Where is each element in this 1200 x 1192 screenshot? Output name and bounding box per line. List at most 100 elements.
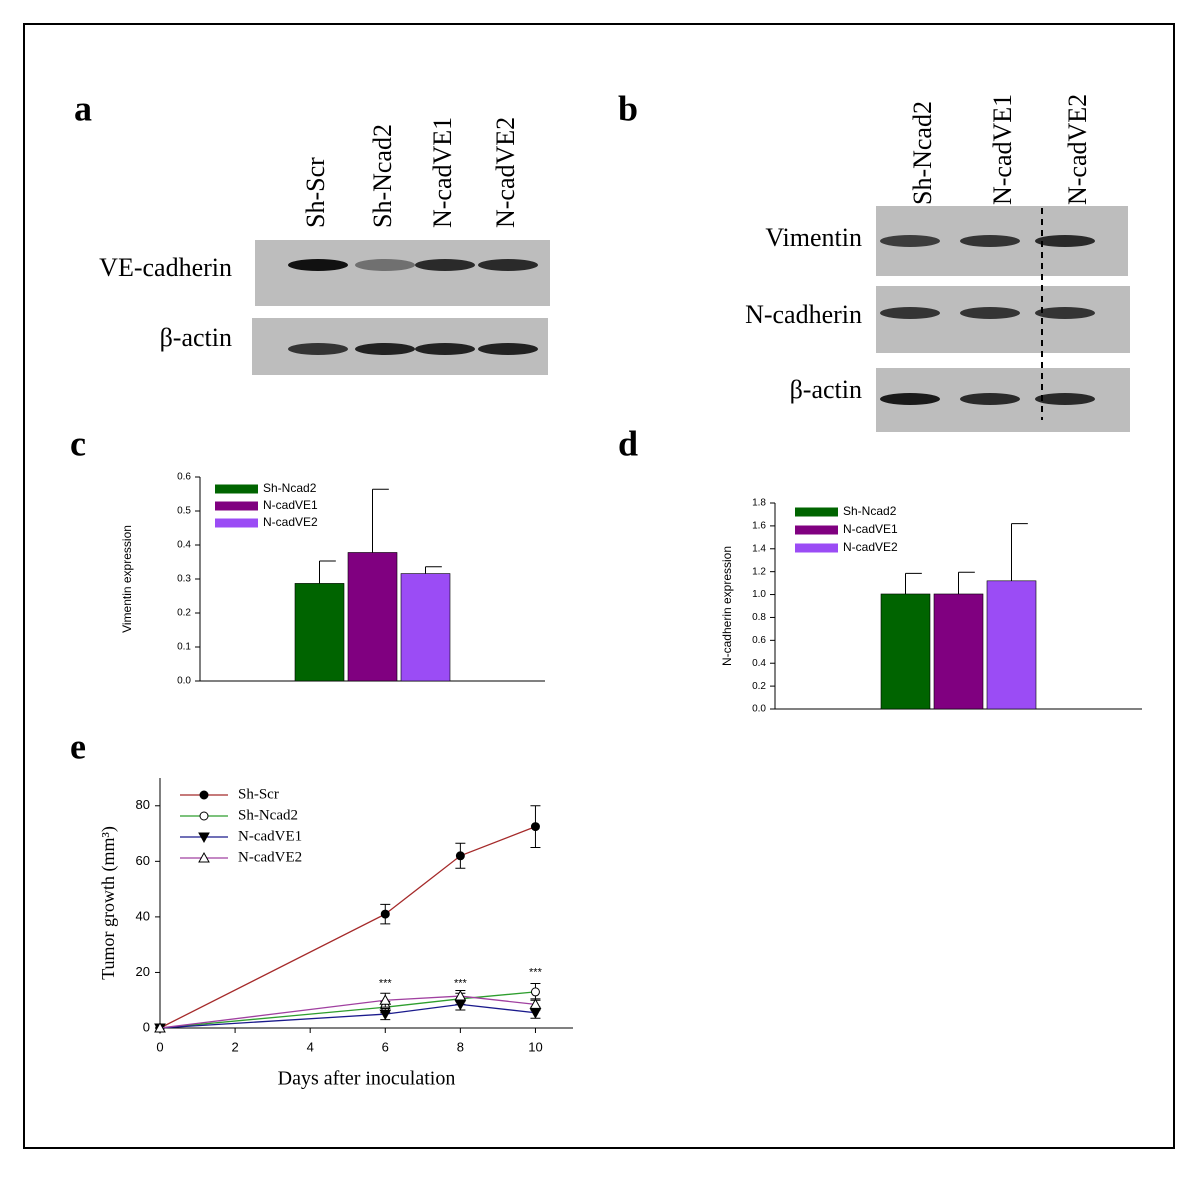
blot-band (1035, 307, 1095, 319)
y-tick-label: 0.0 (177, 676, 191, 687)
legend-swatch (795, 543, 838, 553)
lane-label: Sh-Scr (301, 157, 330, 228)
legend-label: Sh-Scr (238, 786, 279, 802)
blot-band (288, 343, 348, 355)
bar (933, 593, 984, 710)
y-axis-label: Vimentin expression (120, 525, 134, 633)
blot-band (1035, 235, 1095, 247)
x-tick-label: 0 (156, 1039, 163, 1054)
y-tick-label: 60 (136, 853, 150, 868)
marker (530, 822, 540, 832)
legend-label: Sh-Ncad2 (263, 481, 317, 495)
x-axis-label: Days after inoculation (278, 1068, 456, 1090)
legend-label: N-cadVE1 (238, 828, 302, 844)
y-tick-label: 0.6 (177, 472, 191, 483)
marker (198, 851, 210, 863)
marker (530, 987, 540, 997)
legend-swatch (795, 507, 838, 517)
y-tick-label: 80 (136, 797, 150, 812)
bar (880, 593, 931, 710)
marker (380, 909, 390, 919)
marker (199, 811, 209, 821)
lane-label: N-cadVE2 (1063, 94, 1092, 205)
marker (455, 851, 465, 861)
error-bar (905, 572, 922, 594)
blot-band (1035, 393, 1095, 405)
row-label: N-cadherin (745, 300, 862, 329)
y-tick-label: 0.2 (177, 608, 191, 619)
blot-band (880, 307, 940, 319)
lane-label: N-cadVE1 (428, 117, 457, 228)
y-tick-label: 1.2 (752, 566, 766, 577)
y-tick-label: 0.4 (752, 658, 766, 669)
panel-label: b (618, 88, 638, 128)
legend-label: N-cadVE1 (263, 498, 318, 512)
y-axis-label: Tumor growth (mm³) (98, 826, 119, 980)
annotation: *** (379, 977, 393, 989)
y-tick-label: 0.3 (177, 574, 191, 585)
marker (199, 790, 209, 800)
error-bar (1011, 523, 1028, 581)
panel-label: a (74, 88, 92, 128)
legend-label: N-cadVE2 (263, 515, 318, 529)
y-tick-label: 1.6 (752, 521, 766, 532)
legend-label: N-cadVE1 (843, 522, 898, 536)
y-tick-label: 0.5 (177, 506, 191, 517)
marker (529, 998, 542, 1009)
row-label: Vimentin (765, 223, 862, 252)
annotation: *** (454, 977, 468, 989)
panel-label: c (70, 423, 86, 463)
lane-label: Sh-Ncad2 (368, 124, 397, 228)
y-tick-label: 0.4 (177, 540, 191, 551)
blot-band (478, 343, 538, 355)
y-axis-label: N-cadherin expression (720, 546, 734, 666)
series-line (159, 1003, 536, 1029)
blot-strip (876, 286, 1130, 353)
y-tick-label: 0.8 (752, 612, 766, 623)
x-tick-label: 6 (382, 1039, 389, 1054)
error-bar (958, 571, 975, 594)
x-tick-label: 8 (457, 1039, 464, 1054)
x-tick-label: 10 (528, 1039, 542, 1054)
marker (154, 1021, 166, 1033)
bar (347, 552, 398, 682)
legend-swatch (215, 518, 258, 528)
blot-band (478, 259, 538, 271)
y-tick-label: 1.0 (752, 589, 766, 600)
marker (198, 832, 210, 844)
series-line (159, 991, 536, 1029)
bar (294, 583, 345, 682)
blot-band (880, 235, 940, 247)
row-label: VE-cadherin (99, 253, 232, 282)
y-tick-label: 20 (136, 964, 150, 979)
blot-band (355, 259, 415, 271)
annotation: *** (529, 966, 543, 978)
marker (454, 990, 467, 1001)
blot-band (355, 343, 415, 355)
y-tick-label: 0.0 (752, 704, 766, 715)
y-tick-label: 1.4 (752, 543, 766, 554)
series-line (159, 826, 536, 1029)
blot-strip (255, 240, 550, 306)
panel-label: d (618, 423, 638, 463)
blot-band (415, 343, 475, 355)
x-tick-label: 2 (231, 1039, 238, 1054)
x-tick-label: 4 (307, 1039, 314, 1054)
y-tick-label: 1.8 (752, 498, 766, 509)
marker (379, 1009, 392, 1021)
blot-band (880, 393, 940, 405)
legend-label: Sh-Ncad2 (238, 807, 298, 823)
marker (379, 994, 392, 1005)
y-tick-label: 0.2 (752, 681, 766, 692)
legend-label: N-cadVE2 (843, 540, 898, 554)
series-line (159, 995, 536, 1029)
legend-swatch (215, 501, 258, 511)
blot-band (960, 235, 1020, 247)
frame (23, 23, 1175, 1149)
y-tick-label: 0.1 (177, 642, 191, 653)
blot-band (288, 259, 348, 271)
y-tick-label: 0 (143, 1019, 150, 1034)
lane-label: Sh-Ncad2 (908, 101, 937, 205)
